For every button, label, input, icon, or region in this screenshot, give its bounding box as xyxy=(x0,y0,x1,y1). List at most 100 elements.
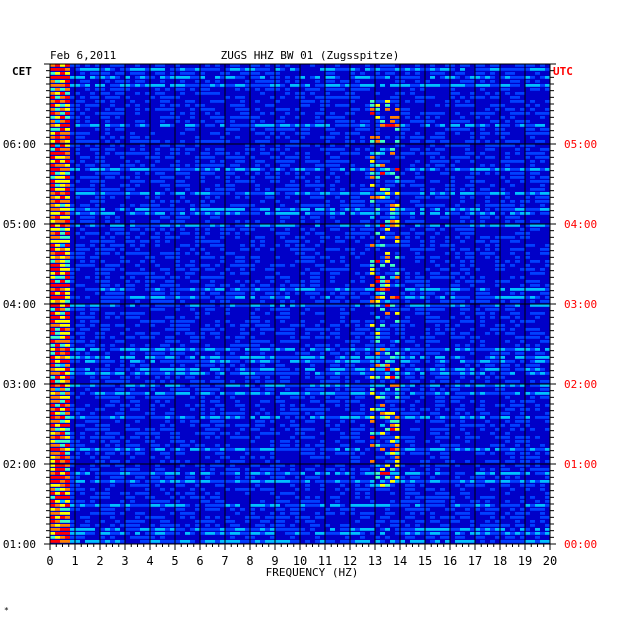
heatmap-cell xyxy=(285,164,290,167)
heatmap-cell xyxy=(460,68,465,71)
heatmap-cell xyxy=(390,68,395,71)
heatmap-cell xyxy=(400,308,405,311)
heatmap-cell xyxy=(355,324,360,327)
heatmap-cell xyxy=(385,148,390,151)
heatmap-cell xyxy=(155,68,160,71)
heatmap-cell xyxy=(145,304,150,307)
heatmap-cell xyxy=(410,180,415,183)
heatmap-cell xyxy=(545,68,550,71)
heatmap-cell xyxy=(415,412,420,415)
heatmap-cell xyxy=(280,120,285,123)
heatmap-cell xyxy=(120,144,125,147)
heatmap-cell xyxy=(330,112,335,115)
heatmap-cell xyxy=(50,424,55,427)
heatmap-cell xyxy=(420,176,425,179)
heatmap-cell xyxy=(170,228,175,231)
heatmap-cell xyxy=(435,196,440,199)
heatmap-cell xyxy=(380,148,385,151)
heatmap-cell xyxy=(50,308,55,311)
heatmap-cell xyxy=(425,248,430,251)
heatmap-cell xyxy=(195,228,200,231)
heatmap-cell xyxy=(215,80,220,83)
heatmap-cell xyxy=(485,200,490,203)
heatmap-cell xyxy=(425,356,430,359)
heatmap-cell xyxy=(255,316,260,319)
heatmap-cell xyxy=(365,108,370,111)
heatmap-cell xyxy=(470,256,475,259)
heatmap-cell xyxy=(435,288,440,291)
heatmap-cell xyxy=(370,384,375,387)
heatmap-cell xyxy=(280,364,285,367)
heatmap-cell xyxy=(180,216,185,219)
heatmap-cell xyxy=(60,276,65,279)
heatmap-cell xyxy=(195,232,200,235)
heatmap-cell xyxy=(50,360,55,363)
heatmap-cell xyxy=(365,168,370,171)
heatmap-cell xyxy=(360,192,365,195)
heatmap-cell xyxy=(285,144,290,147)
heatmap-cell xyxy=(380,264,385,267)
heatmap-cell xyxy=(165,300,170,303)
heatmap-cell xyxy=(265,188,270,191)
heatmap-cell xyxy=(180,76,185,79)
heatmap-cell xyxy=(260,120,265,123)
heatmap-cell xyxy=(510,384,515,387)
heatmap-cell xyxy=(320,416,325,419)
heatmap-cell xyxy=(520,248,525,251)
heatmap-cell xyxy=(535,112,540,115)
heatmap-cell xyxy=(470,176,475,179)
heatmap-cell xyxy=(290,208,295,211)
heatmap-cell xyxy=(410,412,415,415)
heatmap-cell xyxy=(335,248,340,251)
heatmap-cell xyxy=(250,376,255,379)
heatmap-cell xyxy=(100,196,105,199)
heatmap-cell xyxy=(520,340,525,343)
heatmap-cell xyxy=(110,244,115,247)
heatmap-cell xyxy=(80,308,85,311)
heatmap-cell xyxy=(330,168,335,171)
heatmap-cell xyxy=(270,196,275,199)
heatmap-cell xyxy=(95,172,100,175)
heatmap-cell xyxy=(195,388,200,391)
heatmap-cell xyxy=(480,276,485,279)
heatmap-cell xyxy=(105,120,110,123)
heatmap-cell xyxy=(125,196,130,199)
heatmap-cell xyxy=(535,224,540,227)
heatmap-cell xyxy=(525,420,530,423)
heatmap-cell xyxy=(530,372,535,375)
heatmap-cell xyxy=(200,88,205,91)
heatmap-cell xyxy=(390,236,395,239)
heatmap-cell xyxy=(125,260,130,263)
heatmap-cell xyxy=(445,192,450,195)
heatmap-cell xyxy=(425,296,430,299)
heatmap-cell xyxy=(220,232,225,235)
heatmap-cell xyxy=(90,320,95,323)
heatmap-cell xyxy=(260,420,265,423)
heatmap-cell xyxy=(350,192,355,195)
heatmap-cell xyxy=(50,392,55,395)
heatmap-cell xyxy=(55,108,60,111)
heatmap-cell xyxy=(85,116,90,119)
heatmap-cell xyxy=(395,328,400,331)
heatmap-cell xyxy=(515,208,520,211)
heatmap-cell xyxy=(465,144,470,147)
heatmap-cell xyxy=(430,240,435,243)
heatmap-cell xyxy=(210,224,215,227)
heatmap-cell xyxy=(155,232,160,235)
heatmap-cell xyxy=(180,172,185,175)
heatmap-cell xyxy=(190,356,195,359)
heatmap-cell xyxy=(90,184,95,187)
heatmap-cell xyxy=(430,308,435,311)
heatmap-cell xyxy=(205,424,210,427)
heatmap-cell xyxy=(280,288,285,291)
heatmap-cell xyxy=(390,416,395,419)
heatmap-cell xyxy=(80,320,85,323)
heatmap-cell xyxy=(530,124,535,127)
heatmap-cell xyxy=(170,384,175,387)
heatmap-cell xyxy=(470,180,475,183)
heatmap-cell xyxy=(360,136,365,139)
heatmap-cell xyxy=(155,140,160,143)
heatmap-cell xyxy=(270,76,275,79)
heatmap-cell xyxy=(450,156,455,159)
heatmap-cell xyxy=(100,84,105,87)
